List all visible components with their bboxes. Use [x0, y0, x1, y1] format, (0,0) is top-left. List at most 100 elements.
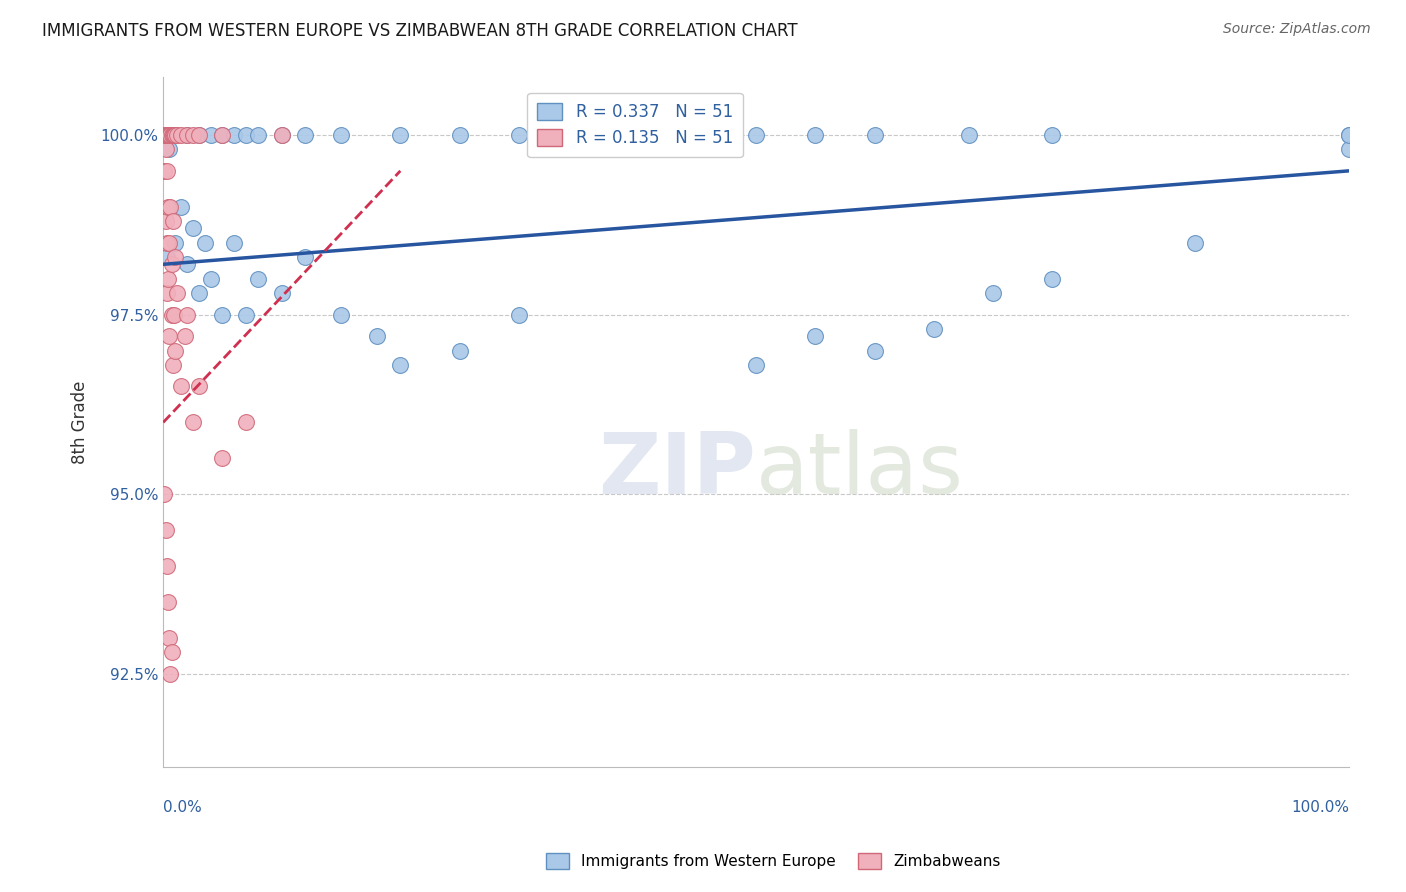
Point [159, 128, 181, 142]
Point [224, 235, 246, 250]
Point [863, 128, 886, 142]
Point [156, 128, 179, 142]
Point [804, 329, 827, 343]
Point [270, 128, 292, 142]
Point [153, 487, 176, 501]
Point [686, 128, 709, 142]
Point [157, 631, 180, 645]
Point [156, 286, 179, 301]
Point [449, 343, 471, 358]
Point [200, 128, 222, 142]
Legend: R = 0.337   N = 51, R = 0.135   N = 51: R = 0.337 N = 51, R = 0.135 N = 51 [527, 93, 742, 157]
Point [181, 416, 204, 430]
Point [270, 286, 292, 301]
Point [165, 343, 187, 358]
Point [981, 286, 1004, 301]
Point [156, 128, 179, 142]
Point [366, 329, 388, 343]
Point [170, 379, 193, 393]
Point [162, 358, 184, 372]
Point [187, 128, 209, 142]
Point [173, 329, 195, 343]
Point [170, 200, 193, 214]
Text: 0.0%: 0.0% [163, 800, 202, 814]
Point [389, 128, 412, 142]
Point [176, 128, 198, 142]
Point [155, 214, 177, 228]
Point [1184, 235, 1206, 250]
Point [211, 128, 233, 142]
Point [211, 128, 233, 142]
Point [270, 128, 292, 142]
Point [211, 308, 233, 322]
Point [156, 200, 179, 214]
Y-axis label: 8th Grade: 8th Grade [72, 381, 89, 464]
Point [157, 142, 180, 156]
Text: 100.0%: 100.0% [1291, 800, 1348, 814]
Point [176, 257, 198, 271]
Point [224, 128, 246, 142]
Point [449, 128, 471, 142]
Legend: Immigrants from Western Europe, Zimbabweans: Immigrants from Western Europe, Zimbabwe… [540, 847, 1007, 875]
Point [235, 308, 257, 322]
Point [508, 308, 530, 322]
Point [153, 128, 176, 142]
Point [330, 308, 353, 322]
Point [957, 128, 980, 142]
Point [181, 221, 204, 235]
Point [157, 329, 180, 343]
Point [166, 286, 188, 301]
Point [157, 128, 180, 142]
Point [155, 523, 177, 537]
Point [153, 128, 176, 142]
Point [176, 308, 198, 322]
Point [247, 128, 270, 142]
Point [176, 128, 198, 142]
Point [155, 128, 177, 142]
Point [160, 645, 183, 659]
Point [156, 595, 179, 609]
Point [330, 128, 353, 142]
Point [187, 379, 209, 393]
Point [1042, 271, 1064, 285]
Point [863, 343, 886, 358]
Point [235, 416, 257, 430]
Point [165, 128, 187, 142]
Point [163, 308, 186, 322]
Point [159, 667, 181, 681]
Point [170, 128, 193, 142]
Point [160, 257, 183, 271]
Point [155, 142, 177, 156]
Point [187, 128, 209, 142]
Point [160, 128, 183, 142]
Point [165, 250, 187, 264]
Point [567, 128, 589, 142]
Point [200, 271, 222, 285]
Point [156, 271, 179, 285]
Point [247, 271, 270, 285]
Point [294, 250, 316, 264]
Point [153, 164, 176, 178]
Point [922, 322, 945, 336]
Point [745, 128, 768, 142]
Point [1337, 128, 1360, 142]
Text: ZIP: ZIP [599, 429, 756, 512]
Point [804, 128, 827, 142]
Point [745, 358, 768, 372]
Point [162, 128, 184, 142]
Point [1337, 128, 1360, 142]
Point [1337, 142, 1360, 156]
Point [235, 128, 257, 142]
Point [187, 286, 209, 301]
Point [156, 559, 179, 574]
Point [294, 128, 316, 142]
Point [165, 235, 187, 250]
Point [508, 128, 530, 142]
Point [163, 128, 186, 142]
Text: IMMIGRANTS FROM WESTERN EUROPE VS ZIMBABWEAN 8TH GRADE CORRELATION CHART: IMMIGRANTS FROM WESTERN EUROPE VS ZIMBAB… [42, 22, 797, 40]
Text: Source: ZipAtlas.com: Source: ZipAtlas.com [1223, 22, 1371, 37]
Point [156, 164, 179, 178]
Point [156, 250, 179, 264]
Point [160, 308, 183, 322]
Point [181, 128, 204, 142]
